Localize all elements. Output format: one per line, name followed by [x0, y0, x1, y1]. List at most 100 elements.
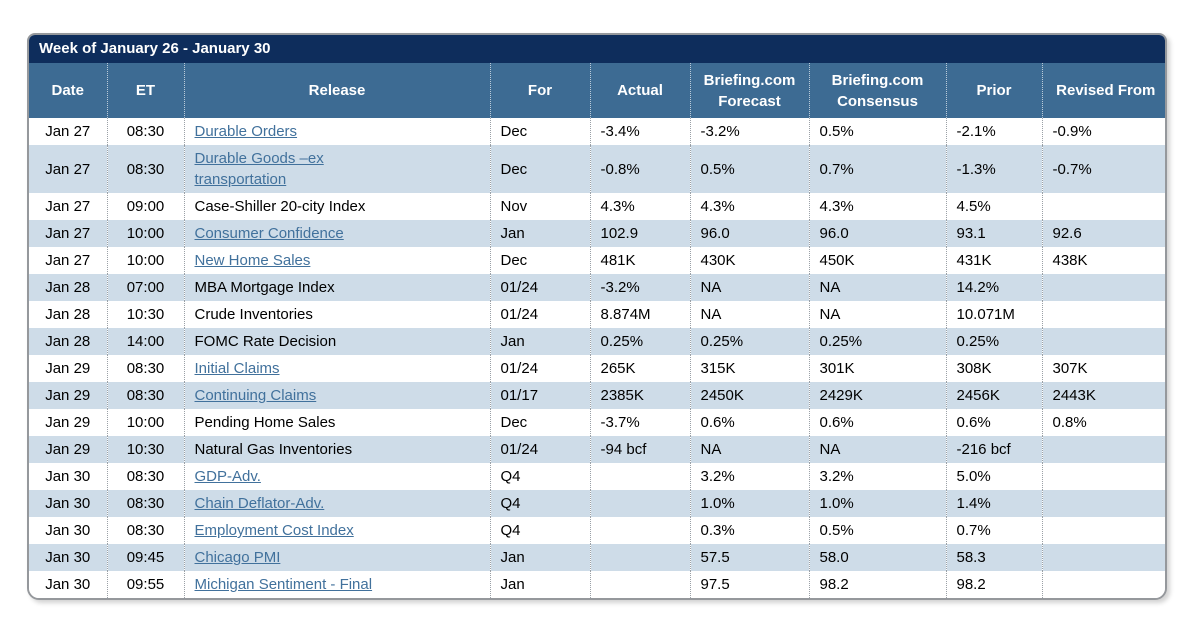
consensus-cell: 98.2: [808, 571, 946, 598]
consensus-cell: 4.3%: [808, 193, 946, 220]
consensus-cell: 450K: [808, 247, 946, 274]
for-cell: 01/24: [489, 301, 590, 328]
release-link[interactable]: Chicago PMI: [194, 549, 281, 566]
date-cell: Jan 28: [29, 274, 107, 301]
actual-cell: -0.8%: [589, 145, 690, 193]
et-cell: 08:30: [106, 463, 184, 490]
revised-from-cell: 92.6: [1041, 220, 1165, 247]
prior-cell: 58.3: [945, 544, 1042, 571]
prior-cell: 14.2%: [945, 274, 1042, 301]
actual-cell: [589, 517, 690, 544]
et-cell: 10:30: [106, 436, 184, 463]
release-cell: Durable Goods –ex transportation: [183, 145, 490, 193]
for-cell: Jan: [489, 544, 590, 571]
release-cell: Michigan Sentiment - Final: [183, 571, 490, 598]
release-link[interactable]: Durable Orders: [194, 123, 298, 140]
date-cell: Jan 27: [29, 220, 107, 247]
column-header-for: For: [489, 63, 590, 118]
prior-cell: 4.5%: [945, 193, 1042, 220]
for-cell: 01/24: [489, 436, 590, 463]
date-cell: Jan 29: [29, 409, 107, 436]
date-cell: Jan 30: [29, 490, 107, 517]
consensus-cell: 58.0: [808, 544, 946, 571]
for-cell: Jan: [489, 328, 590, 355]
table-row: Jan 28 14:00 FOMC Rate Decision Jan 0.25% 0.2…: [29, 328, 1165, 355]
date-cell: Jan 30: [29, 517, 107, 544]
release-cell: Case-Shiller 20-city Index: [183, 193, 490, 220]
for-cell: Dec: [489, 145, 590, 193]
release-cell: FOMC Rate Decision: [183, 328, 490, 355]
release-link[interactable]: Michigan Sentiment - Final: [194, 576, 373, 593]
release-link[interactable]: GDP-Adv.: [194, 468, 261, 485]
table-row: Jan 28 10:30 Crude Inventories 01/24 8.874M N…: [29, 301, 1165, 328]
et-cell: 07:00: [106, 274, 184, 301]
revised-from-cell: 2443K: [1041, 382, 1165, 409]
revised-from-cell: [1041, 193, 1165, 220]
et-cell: 08:30: [106, 517, 184, 544]
table-row: Jan 29 08:30 Continuing Claims 01/17 2385K 24…: [29, 382, 1165, 409]
table-row: Jan 29 08:30 Initial Claims 01/24 265K 315K 30…: [29, 355, 1165, 382]
et-cell: 09:55: [106, 571, 184, 598]
prior-cell: -1.3%: [945, 145, 1042, 193]
prior-cell: 5.0%: [945, 463, 1042, 490]
forecast-cell: NA: [689, 274, 809, 301]
economic-calendar: Week of January 26 - January 30 Date ET Re…: [27, 33, 1167, 600]
release-link[interactable]: Chain Deflator-Adv.: [194, 495, 325, 512]
release-cell: GDP-Adv.: [183, 463, 490, 490]
table-row: Jan 30 09:45 Chicago PMI Jan 57.5 58.0 58.3: [29, 544, 1165, 571]
date-cell: Jan 28: [29, 328, 107, 355]
week-title: Week of January 26 - January 30: [29, 35, 1165, 63]
actual-cell: -94 bcf: [589, 436, 690, 463]
release-link[interactable]: New Home Sales: [194, 252, 311, 269]
et-cell: 09:45: [106, 544, 184, 571]
release-cell: Crude Inventories: [183, 301, 490, 328]
revised-from-cell: [1041, 436, 1165, 463]
prior-cell: 98.2: [945, 571, 1042, 598]
table-row: Jan 30 08:30 Chain Deflator-Adv. Q4 1.0% 1.0%…: [29, 490, 1165, 517]
header-row: Date ET Release For Actual Briefing.com Forec…: [29, 63, 1165, 118]
table-row: Jan 27 08:30 Durable Orders Dec -3.4% -3.2% 0.…: [29, 118, 1165, 145]
revised-from-cell: 0.8%: [1041, 409, 1165, 436]
for-cell: Q4: [489, 517, 590, 544]
date-cell: Jan 29: [29, 436, 107, 463]
table-row: Jan 28 07:00 MBA Mortgage Index 01/24 -3.2% N…: [29, 274, 1165, 301]
release-cell: New Home Sales: [183, 247, 490, 274]
actual-cell: [589, 571, 690, 598]
actual-cell: 265K: [589, 355, 690, 382]
table-row: Jan 30 08:30 Employment Cost Index Q4 0.3% 0.…: [29, 517, 1165, 544]
consensus-cell: NA: [808, 436, 946, 463]
date-cell: Jan 27: [29, 247, 107, 274]
for-cell: Q4: [489, 490, 590, 517]
date-cell: Jan 29: [29, 355, 107, 382]
for-cell: Q4: [489, 463, 590, 490]
release-link[interactable]: Continuing Claims: [194, 387, 317, 404]
consensus-cell: NA: [808, 301, 946, 328]
actual-cell: [589, 544, 690, 571]
release-cell: MBA Mortgage Index: [183, 274, 490, 301]
consensus-cell: 0.5%: [808, 517, 946, 544]
column-header-actual: Actual: [589, 63, 690, 118]
consensus-cell: 0.5%: [808, 118, 946, 145]
prior-cell: 1.4%: [945, 490, 1042, 517]
release-link[interactable]: Employment Cost Index: [194, 522, 354, 539]
actual-cell: 102.9: [589, 220, 690, 247]
release-cell: Chain Deflator-Adv.: [183, 490, 490, 517]
consensus-cell: NA: [808, 274, 946, 301]
actual-cell: [589, 463, 690, 490]
forecast-cell: 0.6%: [689, 409, 809, 436]
date-cell: Jan 27: [29, 145, 107, 193]
column-header-briefing-forecast: Briefing.com Forecast: [689, 63, 809, 118]
for-cell: Jan: [489, 571, 590, 598]
for-cell: 01/24: [489, 274, 590, 301]
forecast-cell: NA: [689, 436, 809, 463]
release-cell: Consumer Confidence: [183, 220, 490, 247]
release-cell: Initial Claims: [183, 355, 490, 382]
release-link[interactable]: Durable Goods –ex transportation: [194, 150, 324, 188]
revised-from-cell: [1041, 544, 1165, 571]
release-link[interactable]: Consumer Confidence: [194, 225, 344, 242]
release-link[interactable]: Initial Claims: [194, 360, 280, 377]
et-cell: 08:30: [106, 490, 184, 517]
prior-cell: -216 bcf: [945, 436, 1042, 463]
actual-cell: -3.2%: [589, 274, 690, 301]
column-header-revised-from: Revised From: [1041, 63, 1165, 118]
